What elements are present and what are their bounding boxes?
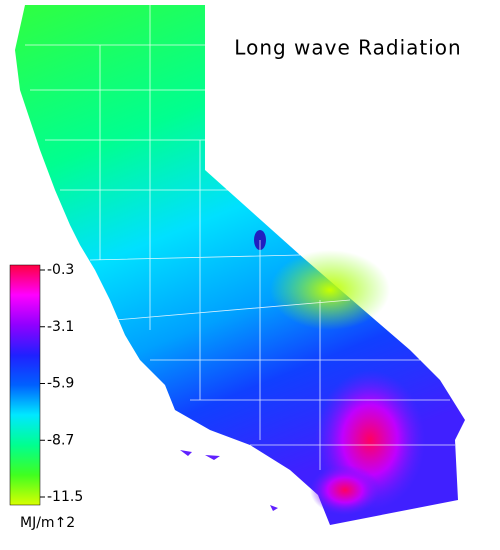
colorbar	[9, 264, 41, 506]
region-shade	[310, 465, 380, 515]
region-shade	[270, 250, 390, 330]
county-lines	[25, 5, 455, 470]
colorbar-tick-label: -5.9	[47, 376, 74, 392]
colorbar-tick-label: -0.3	[47, 262, 74, 278]
colorbar-tick-label: -8.7	[47, 432, 74, 448]
colorbar-unit: MJ/m↑2	[20, 515, 75, 531]
map-title: Long wave Radiation	[234, 36, 461, 60]
islands	[180, 450, 278, 511]
colorbar-tick-label: -3.1	[47, 319, 74, 335]
colorbar-tick-label: -11.5	[47, 489, 83, 505]
state	[15, 5, 465, 525]
